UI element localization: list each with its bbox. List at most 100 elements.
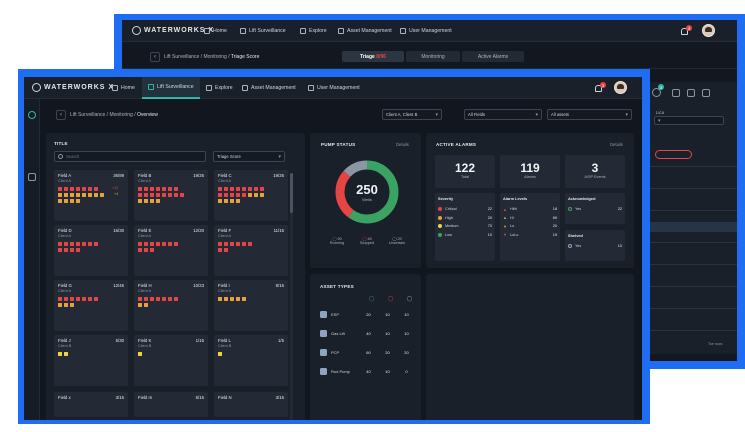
- bell-icon[interactable]: [595, 85, 602, 92]
- field-card[interactable]: Field N 3/15: [214, 392, 288, 417]
- field-card[interactable]: Field J 5/30 Client B: [54, 335, 128, 386]
- nav-explore[interactable]: Explore: [206, 85, 233, 91]
- calendar-icon[interactable]: [702, 89, 710, 97]
- stopped-label: Stopped: [359, 241, 375, 245]
- nav-label: Asset Management: [347, 28, 392, 34]
- logo-text: WATERWORKS: [44, 84, 106, 91]
- field-card[interactable]: Field G 12/45 Client A: [54, 280, 128, 331]
- back-nav-explore[interactable]: Explore: [300, 28, 327, 34]
- alarm-square: [230, 199, 234, 203]
- level-value: 15: [552, 232, 557, 237]
- user-icon: [400, 28, 406, 34]
- title-panel: TITLE Search Triage Score Field A36/89Cl…: [46, 133, 305, 420]
- back-arrow-button[interactable]: ‹: [56, 110, 66, 120]
- esp-events-metric: 3 A/SP Events: [565, 155, 625, 188]
- nav-label: Home: [121, 85, 135, 91]
- back-nav-home[interactable]: Home: [204, 28, 227, 34]
- logo[interactable]: WATERWORKS X: [32, 83, 114, 92]
- uncertain-icon: ◯: [406, 296, 413, 302]
- breadcrumb-path: Lift Surveillance / Monitoring /: [70, 112, 136, 118]
- avatar[interactable]: [614, 81, 627, 94]
- nav-user-management[interactable]: User Management: [308, 85, 360, 91]
- nav-lift-surveillance[interactable]: Lift Surveillance: [142, 77, 200, 99]
- add-icon[interactable]: [652, 88, 661, 97]
- field-card[interactable]: Field L 1/5 Client B: [214, 335, 288, 386]
- details-link[interactable]: Details: [610, 142, 623, 147]
- level-label: HiHi: [509, 207, 518, 212]
- scrollbar[interactable]: [290, 173, 293, 420]
- field-name: Field E: [138, 228, 152, 233]
- field-card[interactable]: Field C 19/25 Client A: [214, 170, 288, 221]
- field-card[interactable]: Field K 1/15 Client B: [134, 335, 208, 386]
- nav-label: Lift Surveillance: [157, 84, 194, 90]
- nav-home[interactable]: Home: [112, 85, 135, 91]
- field-card[interactable]: Field D 16/30 Client A: [54, 225, 128, 276]
- alarm-square: [218, 297, 222, 301]
- alarm-level-row: ▲ HiHi 18: [503, 205, 557, 214]
- field-card[interactable]: Field m 5/15: [134, 392, 208, 417]
- back-nav-user[interactable]: User Management: [400, 28, 452, 34]
- tab-triage[interactable]: Triage 8/96: [342, 51, 404, 62]
- search-input[interactable]: Search: [54, 151, 206, 162]
- divider: [122, 68, 737, 69]
- logo-text: WATERWORKS: [144, 27, 206, 34]
- stopped-count: 10: [385, 312, 390, 317]
- tab-monitoring[interactable]: Monitoring: [406, 51, 460, 62]
- uncertain-icon: ◯: [392, 237, 397, 241]
- details-link[interactable]: Details: [396, 142, 409, 147]
- field-filter[interactable]: All Fields: [464, 109, 542, 120]
- filter-value: Client A, Client B: [386, 112, 418, 117]
- back-nav-asset[interactable]: Asset Management: [338, 28, 392, 34]
- back-nav-lift[interactable]: Lift Surveillance: [240, 28, 286, 34]
- asset-type-row[interactable]: Gas Lift 40 10 10: [320, 324, 420, 343]
- search-icon: [58, 154, 63, 159]
- divider: [646, 210, 737, 211]
- field-card[interactable]: Field F 11/15 Client A: [214, 225, 288, 276]
- asset-type-row[interactable]: PCP 60 20 20: [320, 343, 420, 362]
- asset-type-row[interactable]: ESP 20 10 10: [320, 305, 420, 324]
- nav-label: User Management: [409, 28, 452, 34]
- export-icon[interactable]: [687, 89, 695, 97]
- field-score: 5/30: [115, 338, 124, 343]
- alarm-square: [138, 303, 142, 307]
- table-row[interactable]: [646, 222, 737, 232]
- back-arrow-button[interactable]: ‹: [150, 52, 160, 62]
- client-filter[interactable]: Client A, Client B: [382, 109, 442, 120]
- chart-icon[interactable]: [28, 173, 36, 181]
- asset-filter[interactable]: All assets: [547, 109, 632, 120]
- alarm-square: [138, 242, 142, 246]
- field-name: Field J: [58, 338, 71, 343]
- field-card[interactable]: Field I 8/15 Client A: [214, 280, 288, 331]
- tab-count: 8/96: [376, 53, 386, 60]
- avatar[interactable]: [702, 24, 715, 37]
- field-client: Client B: [218, 344, 232, 348]
- monitor-icon[interactable]: [28, 111, 36, 119]
- alarm-square: [144, 199, 148, 203]
- severity-value: 10: [487, 232, 492, 237]
- refresh-icon[interactable]: [672, 89, 680, 97]
- field-card[interactable]: Field H 10/23 Client A: [134, 280, 208, 331]
- field-card[interactable]: Field x 3/15: [54, 392, 128, 417]
- card-annotation: +4: [114, 192, 119, 196]
- field-card[interactable]: Field B 19/25 Client A: [134, 170, 208, 221]
- back-select[interactable]: [654, 116, 724, 125]
- field-card-header: Field N 3/15: [218, 395, 284, 400]
- nav-asset-management[interactable]: Asset Management: [242, 85, 296, 91]
- field-card-header: Field I 8/15: [218, 283, 284, 288]
- bell-icon[interactable]: [681, 28, 688, 35]
- field-card[interactable]: Field A 36/89 Client A +12 +4: [54, 170, 128, 221]
- sort-select[interactable]: Triage Score: [213, 151, 285, 162]
- field-card-grid: Field A 36/89 Client A +12 +4 Field B 19/25 Cli…: [46, 133, 305, 420]
- tab-active-alarms[interactable]: Active Alarms: [462, 51, 524, 62]
- scrollbar-thumb[interactable]: [290, 173, 293, 213]
- severity-dot-icon: [438, 224, 442, 229]
- field-card[interactable]: Field E 12/20 Client A: [134, 225, 208, 276]
- nav-label: Home: [213, 28, 227, 34]
- field-card-header: Field x 3/15: [58, 395, 124, 400]
- back-logo[interactable]: WATERWORKS X: [132, 26, 214, 35]
- alarm-square: [236, 199, 240, 203]
- stopped-segment: [335, 160, 399, 224]
- alarm-square: [138, 248, 142, 252]
- alarm-square: [64, 248, 68, 252]
- asset-type-row[interactable]: Rod Pump 40 10 0: [320, 362, 420, 381]
